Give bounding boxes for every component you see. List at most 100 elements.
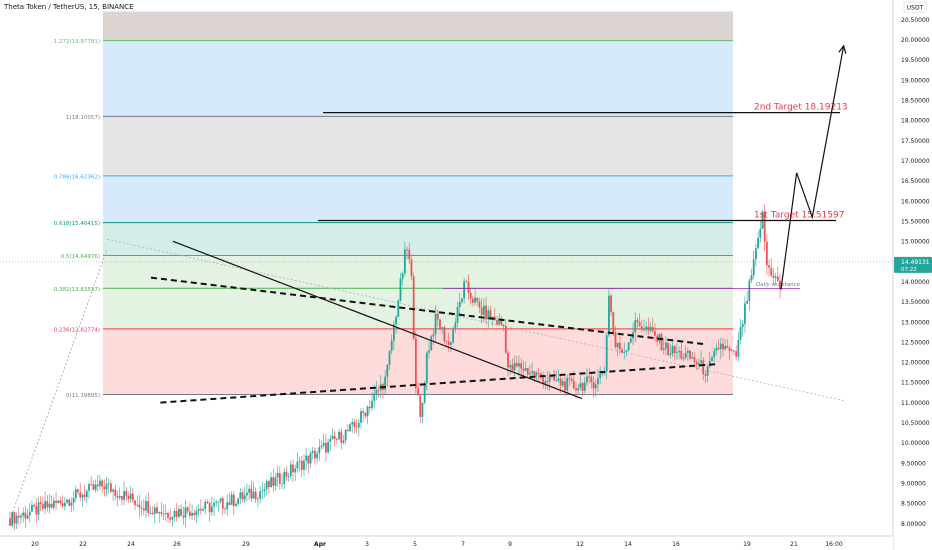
candle-body	[281, 483, 283, 485]
candle-body	[335, 439, 338, 440]
candle-body	[434, 313, 437, 335]
candle-body	[612, 312, 615, 333]
last-price-tag	[894, 256, 932, 273]
candle-body	[256, 498, 259, 500]
candle-body	[515, 363, 518, 367]
candle-body	[351, 422, 354, 425]
candle-body	[555, 380, 558, 382]
candle-body	[24, 512, 27, 519]
candle-body	[735, 351, 738, 357]
candle-body	[22, 512, 25, 516]
candle-body	[167, 512, 169, 518]
candle-body	[138, 504, 141, 508]
candle-body	[689, 350, 691, 359]
price-tick-label: 15.00000	[901, 239, 930, 246]
candle-body	[300, 460, 303, 470]
candle-body	[342, 440, 345, 443]
candle-body	[393, 324, 395, 341]
candle-body	[425, 352, 428, 384]
candle-body	[627, 342, 630, 351]
candle-body	[744, 303, 746, 324]
candle-body	[656, 335, 659, 342]
price-tick-label: 12.00000	[901, 360, 930, 367]
candle-body	[454, 322, 457, 329]
price-tick-label: 8.50000	[901, 501, 926, 508]
candle-body	[66, 499, 68, 503]
candle-body	[333, 435, 336, 440]
candle-body	[307, 455, 310, 464]
candle-body	[759, 228, 762, 239]
candle-body	[120, 496, 123, 500]
candle-body	[246, 492, 248, 496]
candle-body	[368, 406, 371, 409]
symbol-title: Theta Token / TetherUS, 15, BINANCE	[4, 3, 134, 11]
candle-body	[204, 501, 207, 509]
candle-body	[59, 500, 62, 504]
candle-body	[575, 388, 577, 391]
candle-body	[623, 351, 626, 353]
candle-body	[199, 508, 202, 511]
candle-body	[406, 249, 408, 251]
candle-body	[263, 489, 266, 491]
candle-body	[676, 352, 678, 354]
candle-body	[774, 276, 777, 278]
candle-body	[610, 295, 613, 313]
price-tick-label: 19.50000	[901, 57, 930, 64]
candle-body	[599, 374, 602, 379]
candle-body	[74, 489, 77, 499]
candle-body	[83, 494, 86, 497]
candle-body	[480, 307, 483, 315]
candle-body	[50, 503, 53, 508]
trendline-dashed-lower	[160, 363, 716, 404]
candle-body	[601, 373, 604, 375]
time-tick-label: 16:00	[825, 541, 842, 548]
candle-body	[594, 384, 597, 389]
candle-body	[285, 471, 288, 477]
candle-body	[105, 483, 108, 490]
candle-body	[754, 248, 757, 260]
candle-body	[542, 377, 544, 384]
candle-body	[206, 501, 209, 504]
candle-body	[37, 502, 40, 515]
candle-body	[338, 431, 340, 440]
candle-body	[482, 305, 485, 315]
candle-body	[414, 338, 417, 389]
candle-body	[708, 360, 711, 367]
candle-body	[248, 488, 251, 493]
candle-body	[684, 352, 687, 358]
candle-body	[493, 316, 496, 321]
candle-body	[395, 316, 398, 325]
candle-body	[469, 293, 472, 299]
fib-zone-1	[103, 40, 733, 117]
candle-body	[748, 280, 751, 302]
candle-body	[739, 327, 742, 340]
time-tick-label: 22	[79, 541, 87, 548]
candle-body	[478, 301, 481, 308]
candle-body	[487, 310, 490, 320]
candle-body	[118, 496, 121, 498]
candle-body	[156, 507, 158, 514]
candle-body	[131, 493, 134, 501]
candle-body	[276, 472, 279, 478]
candle-body	[63, 502, 66, 507]
candle-body	[746, 301, 749, 304]
candle-body	[779, 280, 781, 289]
candle-body	[42, 504, 44, 509]
candle-body	[134, 500, 136, 506]
candle-body	[750, 275, 753, 281]
candle-body	[647, 326, 650, 331]
candle-body	[504, 326, 507, 353]
candle-body	[162, 513, 165, 515]
candle-body	[432, 334, 435, 337]
candle-body	[79, 492, 82, 498]
candle-body	[250, 488, 253, 499]
candle-body	[145, 501, 147, 511]
candle-body	[254, 491, 257, 500]
candle-body	[669, 353, 672, 356]
candle-body	[700, 360, 702, 363]
fib-zone-6	[103, 288, 733, 329]
candle-body	[215, 501, 218, 504]
candle-body	[39, 502, 42, 505]
